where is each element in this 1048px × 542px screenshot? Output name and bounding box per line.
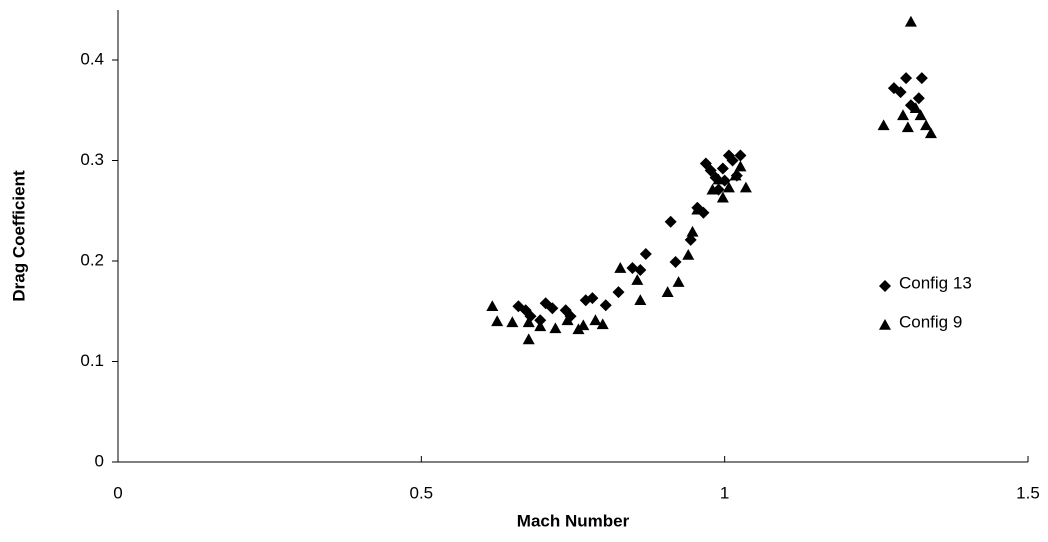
- point: [669, 256, 682, 269]
- point: [904, 15, 917, 27]
- point: [661, 286, 674, 297]
- point: [522, 316, 535, 328]
- point: [915, 72, 928, 85]
- point: [534, 320, 547, 332]
- point: [577, 319, 590, 331]
- legend-label: Config 13: [899, 273, 972, 292]
- point: [901, 121, 914, 133]
- point: [612, 286, 625, 299]
- point: [894, 86, 907, 99]
- point: [739, 181, 752, 193]
- point: [586, 292, 599, 305]
- x-tick-label: 0.5: [410, 483, 434, 502]
- x-axis-title: Mach Number: [517, 511, 630, 530]
- point: [712, 173, 725, 185]
- point: [491, 315, 504, 327]
- point: [729, 169, 742, 181]
- y-tick-label: 0: [95, 451, 104, 470]
- point: [909, 102, 922, 114]
- y-tick-label: 0.3: [80, 150, 104, 169]
- point: [549, 322, 562, 334]
- point: [914, 109, 927, 121]
- point: [726, 154, 739, 167]
- point: [897, 109, 910, 121]
- point: [900, 72, 913, 85]
- point: [691, 203, 704, 215]
- y-tick-label: 0.2: [80, 250, 104, 269]
- point: [522, 333, 535, 345]
- point: [734, 149, 747, 162]
- x-tick-label: 0: [113, 483, 122, 502]
- point: [596, 318, 609, 330]
- point: [716, 162, 729, 175]
- point: [684, 233, 697, 246]
- point: [639, 247, 652, 260]
- legend-marker: [879, 319, 891, 330]
- legend-marker: [879, 280, 891, 292]
- point: [534, 314, 547, 327]
- point: [634, 264, 647, 277]
- legend-label: Config 9: [899, 312, 962, 331]
- y-tick-label: 0.1: [80, 351, 104, 370]
- point: [877, 119, 890, 131]
- point: [734, 160, 747, 172]
- point: [682, 248, 695, 260]
- point: [706, 183, 719, 195]
- point: [634, 294, 647, 305]
- point: [924, 127, 937, 139]
- x-tick-label: 1: [720, 483, 729, 502]
- point: [561, 314, 574, 326]
- point: [664, 215, 677, 228]
- point: [631, 274, 644, 285]
- point: [599, 299, 612, 312]
- point: [546, 302, 559, 315]
- y-axis-title: Drag Coefficient: [9, 170, 28, 302]
- point: [614, 262, 627, 273]
- point: [486, 300, 499, 312]
- point: [722, 181, 735, 193]
- point: [686, 225, 699, 237]
- point: [716, 191, 729, 203]
- point: [506, 316, 519, 328]
- point: [589, 314, 602, 326]
- point: [920, 119, 933, 131]
- point: [912, 92, 925, 105]
- point: [672, 276, 685, 287]
- x-tick-label: 1.5: [1016, 483, 1040, 502]
- y-tick-label: 0.4: [80, 49, 104, 68]
